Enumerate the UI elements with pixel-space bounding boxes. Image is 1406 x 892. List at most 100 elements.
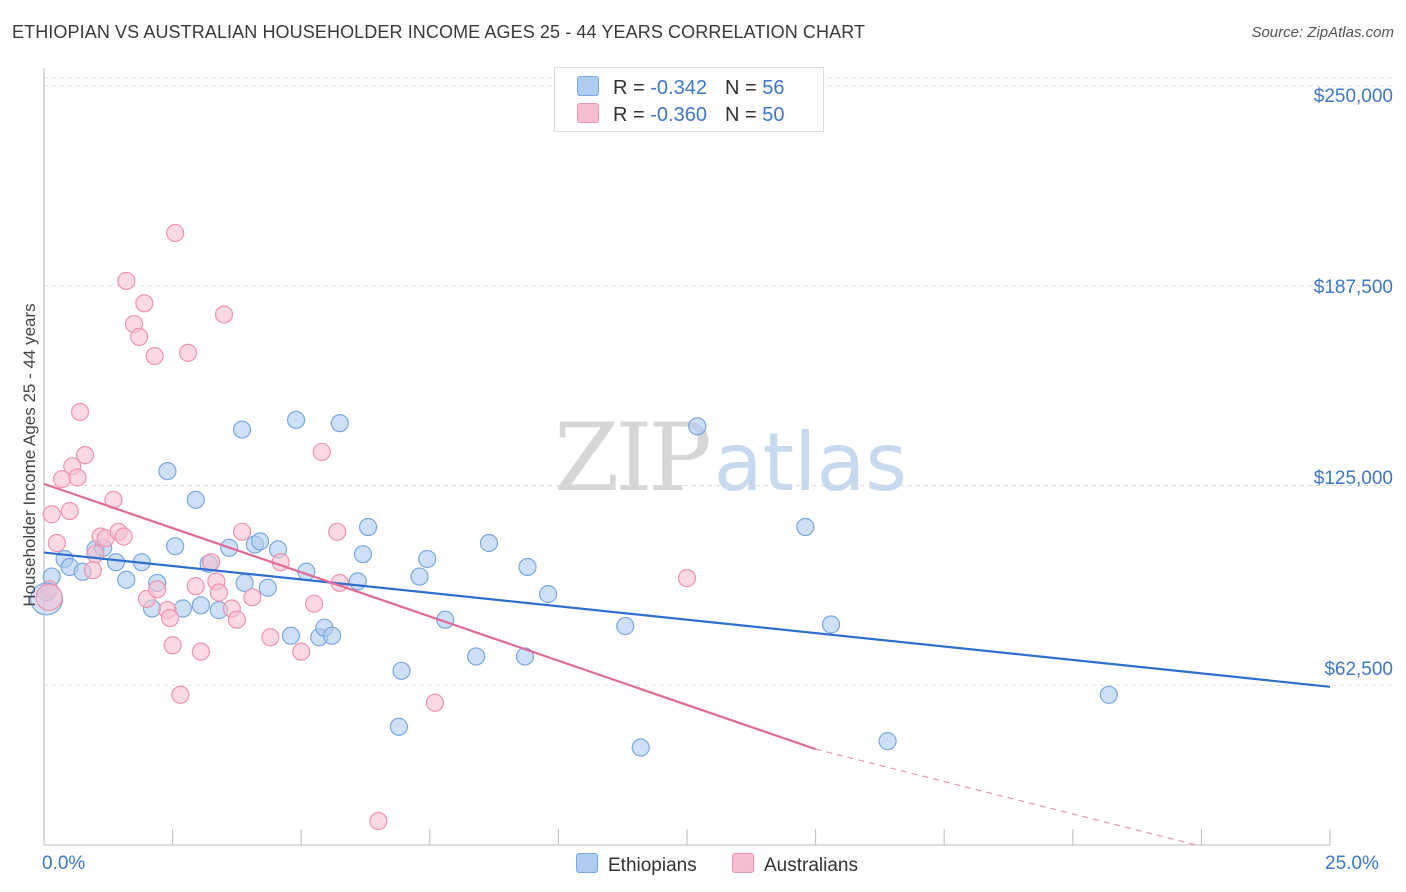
australian-point (60, 501, 79, 521)
legend-r-label: R = (613, 104, 651, 126)
ethiopian-point (479, 533, 499, 553)
ethiopian-point (117, 570, 136, 589)
legend-swatch-ethiopians (577, 76, 599, 96)
legend-n-value: 56 (762, 77, 785, 99)
australian-point (292, 642, 311, 661)
australian-point (425, 693, 445, 712)
australian-point (130, 327, 149, 346)
australian-point (328, 522, 347, 541)
australian-point (70, 402, 90, 422)
legend-n-label: N = (724, 104, 763, 126)
legend-r-value: -0.360 (650, 104, 707, 126)
australian-point (171, 685, 190, 704)
ethiopian-point (186, 490, 205, 509)
legend-row-australians: R = -0.360 N = 50 (577, 103, 784, 127)
australian-point (68, 468, 87, 487)
ethiopian-point (191, 596, 210, 615)
australian-point (186, 577, 205, 596)
australian-point (135, 294, 154, 313)
x-tick-label: 0.0% (42, 853, 86, 874)
australian-point (83, 561, 102, 580)
ethiopian-trendline (43, 551, 1331, 688)
australian-point (312, 442, 331, 462)
ethiopian-point (821, 615, 841, 634)
ethiopian-point (232, 420, 252, 439)
ethiopian-point (466, 647, 486, 666)
legend-swatch-australians (577, 103, 599, 123)
series-legend-ethiopians: Ethiopians (576, 853, 697, 877)
legend-r-value: -0.342 (650, 77, 707, 99)
ethiopian-point (286, 410, 306, 430)
australian-point (166, 223, 185, 243)
ethiopian-point (166, 537, 185, 556)
australian-point (202, 553, 221, 572)
ethiopian-point (539, 585, 558, 604)
australian-point (214, 305, 234, 324)
chart-title: ETHIOPIAN VS AUSTRALIAN HOUSEHOLDER INCO… (12, 22, 866, 42)
australian-trendline-extension (815, 748, 1197, 846)
australian-point (145, 346, 164, 366)
ethiopian-point (353, 545, 373, 564)
ethiopian-point (518, 557, 537, 577)
y-axis-label: Householder Income Ages 25 - 44 years (20, 303, 39, 607)
ethiopian-point (688, 417, 707, 436)
series-legend-australians: Australians (732, 853, 858, 877)
y-tick-label: $125,000 (1313, 468, 1393, 489)
ethiopian-point (878, 732, 897, 751)
legend-series-name: Ethiopians (608, 855, 697, 876)
legend-r-label: R = (613, 77, 651, 99)
australian-point (227, 610, 246, 629)
australian-point (232, 522, 252, 541)
legend-swatch-australians (732, 853, 754, 873)
ethiopian-point (796, 517, 815, 537)
ethiopian-point (358, 517, 378, 537)
australian-point (148, 580, 167, 599)
ethiopian-point (389, 717, 409, 736)
australian-point (47, 533, 66, 553)
ethiopian-point (631, 738, 650, 757)
ethiopian-point (250, 532, 270, 551)
legend-series-name: Australians (764, 855, 858, 876)
ethiopian-point (281, 626, 301, 645)
ethiopian-point (158, 461, 177, 481)
australian-point (76, 446, 95, 465)
ethiopian-point (1099, 685, 1118, 704)
australian-point (178, 343, 198, 362)
australian-trendline (43, 482, 816, 751)
stats-legend: R = -0.342 N = 56 R = -0.360 N = 50 (554, 67, 824, 132)
australian-point (191, 642, 210, 661)
y-tick-label: $187,500 (1313, 277, 1393, 298)
australian-point (42, 505, 61, 524)
australian-point (243, 588, 262, 607)
ethiopian-point (348, 572, 367, 591)
watermark: ZIPatlas (554, 404, 907, 513)
ethiopian-point (322, 626, 342, 645)
ethiopian-point (515, 647, 535, 666)
australian-point (114, 527, 133, 546)
ethiopian-point (418, 549, 437, 569)
watermark-zip: ZIP (554, 404, 712, 513)
australian-point (209, 583, 228, 602)
x-tick-label: 25.0% (1325, 853, 1379, 874)
australian-point (677, 569, 697, 588)
legend-n-value: 50 (762, 104, 785, 126)
legend-swatch-ethiopians (576, 853, 598, 873)
ethiopian-point (106, 553, 126, 572)
australian-point (117, 271, 136, 291)
ethiopian-point (330, 414, 349, 433)
ethiopian-point (258, 578, 277, 597)
australian-point (86, 545, 105, 564)
legend-row-ethiopians: R = -0.342 N = 56 (577, 76, 784, 100)
y-tick-label: $62,500 (1324, 659, 1393, 680)
australian-point (369, 811, 388, 831)
source-credit: Source: ZipAtlas.com (1251, 24, 1394, 41)
legend-n-label: N = (724, 77, 763, 99)
australian-point (304, 594, 324, 613)
australian-point (163, 636, 182, 655)
watermark-atlas: atlas (713, 416, 908, 509)
ethiopian-point (410, 567, 429, 586)
australian-point (160, 608, 180, 628)
ethiopian-point (616, 616, 635, 636)
y-tick-label: $250,000 (1313, 86, 1393, 107)
